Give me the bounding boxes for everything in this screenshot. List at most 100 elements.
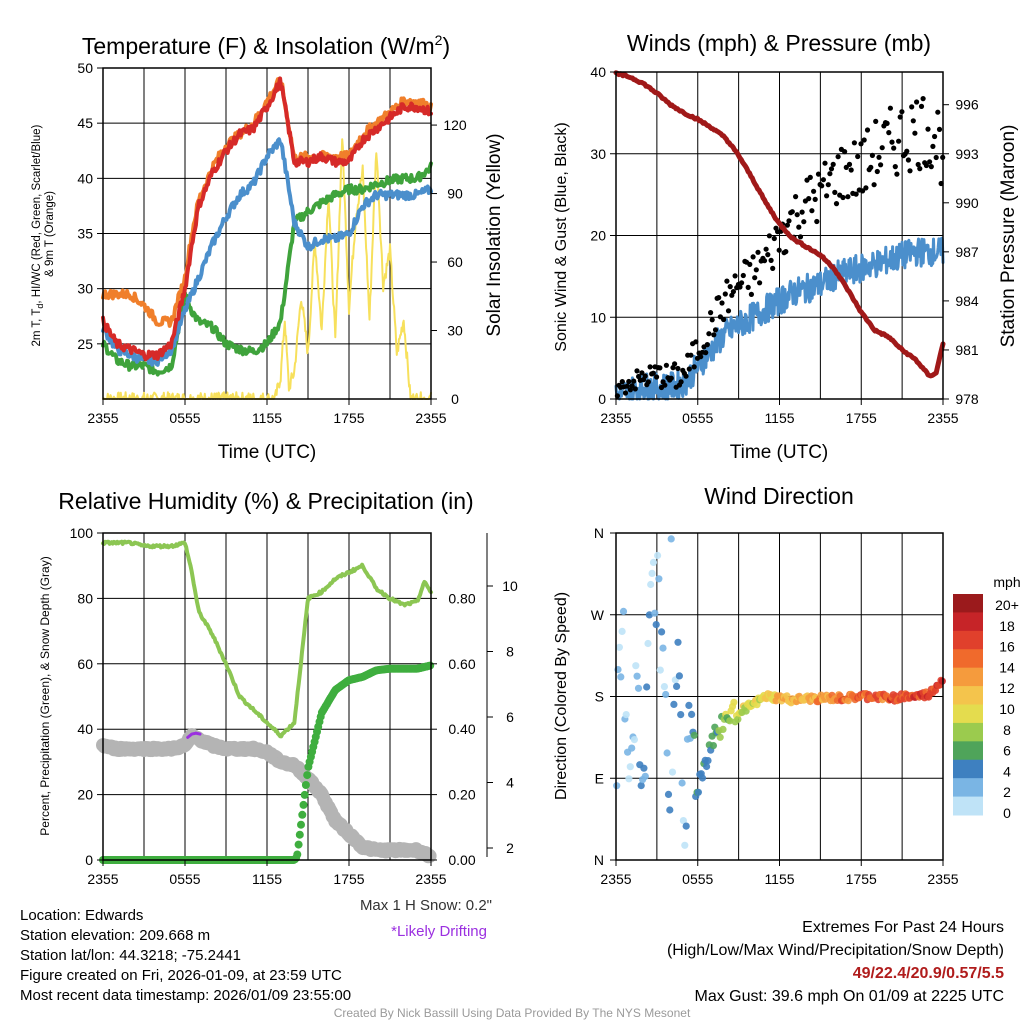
x-tick-label: 2355: [415, 871, 446, 887]
td-line: [101, 161, 433, 377]
gust-point: [864, 127, 871, 133]
wind-direction-point: [719, 725, 727, 734]
temperature-x-label: Time (UTC): [218, 442, 317, 463]
gust-point: [761, 258, 768, 264]
gust-point: [846, 161, 853, 167]
x-tick-label: 1755: [846, 871, 877, 887]
precipitation-point: [299, 800, 308, 809]
colorbar-swatch: [953, 594, 983, 613]
precipitation-point: [295, 830, 304, 839]
precipitation-point: [303, 771, 312, 780]
wind-direction-chart-title: Wind Direction: [704, 483, 854, 509]
extremes-title: Extremes For Past 24 Hours: [802, 919, 1004, 936]
gust-point: [675, 365, 681, 372]
drifting-annotation: *Likely Drifting: [391, 923, 487, 940]
gust-point: [878, 162, 884, 168]
wind-direction-point: [685, 701, 693, 710]
wind-direction-point: [673, 682, 681, 691]
wind-direction-point: [730, 698, 738, 706]
gust-point: [783, 249, 789, 255]
precip-tick-label: 0.40: [448, 721, 475, 737]
wind-direction-point: [704, 757, 712, 765]
gust-point: [891, 145, 897, 151]
x-tick-label: 1755: [333, 871, 364, 887]
gust-point: [842, 149, 848, 155]
gust-point: [770, 265, 776, 271]
wind-direction-point: [641, 772, 649, 780]
y2-tick-label: 990: [955, 195, 979, 211]
gust-point: [748, 291, 755, 297]
wind-direction-point: [651, 609, 659, 617]
x-tick-label: 2355: [600, 410, 631, 426]
colorbar-swatch: [953, 686, 983, 705]
y2-tick-label: 993: [955, 146, 979, 162]
gust-point: [662, 382, 668, 388]
wind-direction-point: [726, 717, 734, 725]
gust-point: [927, 159, 933, 165]
y-tick-label: 20: [77, 787, 93, 803]
gust-point: [923, 162, 930, 169]
gust-point: [793, 194, 799, 200]
y-tick-label: 80: [77, 590, 93, 606]
gust-point: [860, 188, 866, 194]
2m-t-line: [101, 76, 433, 362]
wind-direction-point: [690, 731, 698, 739]
gust-point: [626, 378, 632, 385]
winds-series: [613, 70, 946, 401]
colorbar-label: 6: [1003, 743, 1011, 759]
wind-direction-point: [630, 736, 639, 744]
y2-tick-label: 0: [451, 391, 459, 407]
temperature-panel: Temperature (F) & Insolation (W/m2) 25 30…: [31, 32, 505, 463]
colorbar-title: mph: [993, 574, 1020, 590]
gust-point: [830, 161, 836, 167]
y-tick-label: 60: [77, 656, 93, 672]
gust-point: [832, 189, 838, 195]
y-tick-label: 40: [590, 64, 606, 80]
gust-point: [863, 185, 869, 191]
y2-tick-label: 984: [955, 293, 979, 309]
x-tick-label: 1155: [764, 871, 794, 887]
y-tick-label: 0: [598, 391, 606, 407]
gust-point: [703, 350, 709, 356]
insolation-y-label: Solar Insolation (Yellow): [484, 133, 505, 336]
gust-point: [868, 164, 874, 170]
y-tick-label: 0: [85, 852, 93, 868]
gust-point: [627, 387, 634, 393]
y-tick-label: 50: [77, 60, 93, 76]
colorbar-label: 10: [999, 701, 1015, 717]
x-tick-label: 2355: [927, 871, 958, 887]
winds-axes: 0 10 20 30 40 978 981 984 987 990 993 996 2355 0555 11…: [590, 64, 978, 426]
y2-tick-label: 987: [955, 244, 979, 260]
gust-point: [753, 267, 759, 273]
gust-point: [663, 362, 670, 368]
gust-point: [840, 194, 846, 201]
wind-direction-point: [625, 775, 633, 783]
direction-tick-label: W: [591, 607, 605, 623]
gust-point: [904, 148, 910, 154]
gust-point: [799, 209, 805, 215]
gust-point: [766, 233, 773, 239]
gust-point: [763, 246, 769, 252]
gust-point: [858, 141, 864, 147]
wind-direction-point: [662, 690, 670, 699]
direction-tick-label: N: [594, 852, 604, 868]
gust-point: [932, 133, 938, 140]
y2-tick-label: 90: [447, 186, 463, 202]
gust-point: [632, 386, 638, 392]
gust-point: [833, 201, 840, 207]
gust-point: [719, 300, 725, 306]
gust-point: [725, 308, 732, 314]
gust-point: [688, 352, 694, 358]
gust-point: [855, 153, 861, 160]
wind-direction-point: [634, 684, 643, 692]
gust-point: [657, 365, 663, 371]
gust-point: [771, 235, 777, 242]
humidity-y-label: Percent, Precipitation (Green), & Snow D…: [38, 556, 52, 835]
wind-direction-point: [617, 673, 625, 681]
gust-point: [704, 342, 710, 348]
wind-direction-series: [613, 535, 946, 849]
gust-point: [631, 378, 637, 384]
wind-direction-point: [618, 627, 626, 636]
colorbar-swatch: [953, 630, 983, 650]
wind-direction-point: [660, 683, 669, 691]
